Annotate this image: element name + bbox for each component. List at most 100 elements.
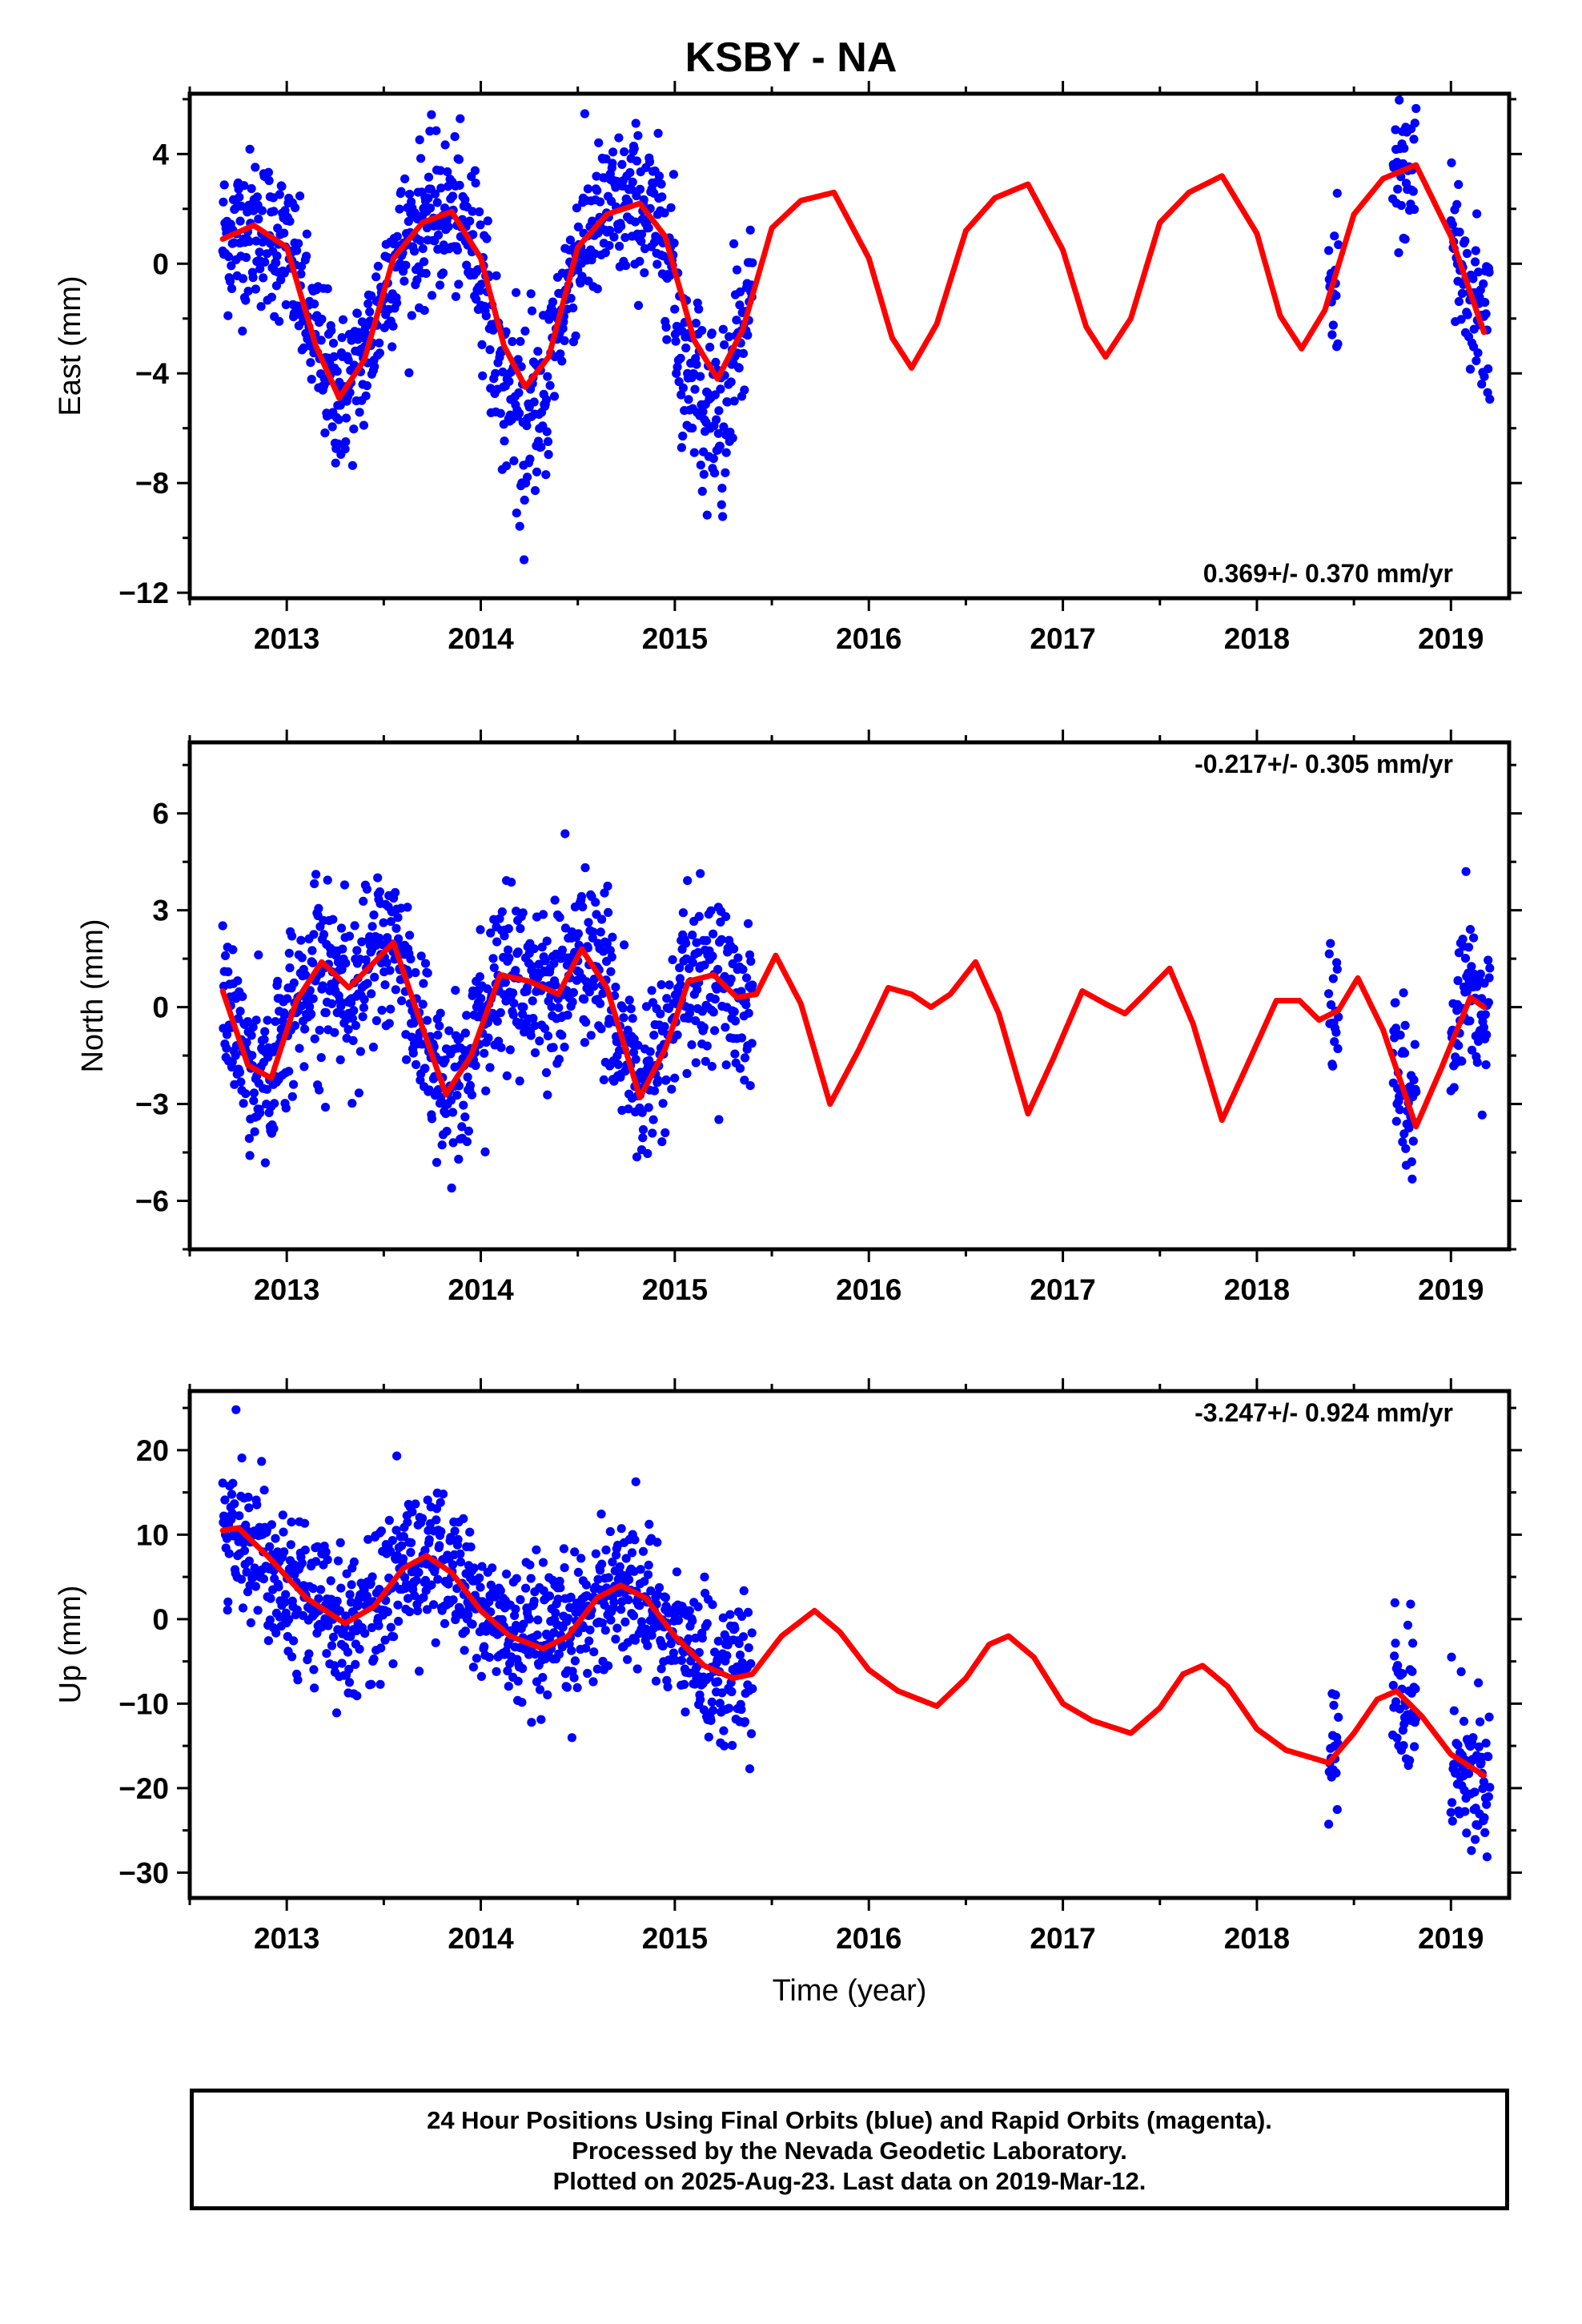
observation-point [335,1606,345,1615]
observation-point [1485,963,1495,973]
observation-point [438,1490,448,1499]
observation-point [584,918,593,927]
observation-point [222,1030,232,1039]
observation-point [415,1667,424,1676]
panel-north: 2013 2014 2015 2016 2017 2018 2019 −6 −3 0 3 6 North… [76,730,1522,1306]
observation-point [572,1683,582,1692]
observation-point [504,953,514,963]
observation-point [453,1534,463,1544]
observation-point [1331,1027,1341,1037]
observation-point [336,1583,346,1593]
observation-point [1446,1807,1456,1817]
observation-point [387,1536,397,1546]
observation-point [567,1646,576,1655]
observation-point [656,980,666,990]
observation-point [638,1546,648,1556]
observation-point [359,420,368,430]
observation-point [615,241,624,251]
observation-point [670,1073,680,1083]
observation-point [660,1022,669,1031]
observation-point [263,167,273,177]
observation-point [338,944,347,954]
observation-point [347,1580,356,1590]
observation-point [1391,998,1400,1007]
observation-point [573,222,584,231]
observation-point [486,928,496,938]
observation-point [526,289,536,299]
observation-point [658,1099,668,1108]
observation-point [475,1573,484,1582]
observation-point [359,995,369,1004]
observation-point [1480,1827,1490,1837]
observation-point [1405,1755,1415,1765]
observation-point [624,1595,633,1605]
observation-point [337,333,347,343]
observation-point [338,315,348,324]
observation-point [331,1708,342,1718]
observation-point [1471,246,1480,255]
observation-point [384,1019,394,1028]
observation-point [691,1633,701,1643]
observation-point [341,437,351,447]
observation-point [1481,309,1491,319]
observation-point [255,1108,265,1118]
observation-point [656,179,666,189]
observation-point [613,1059,623,1069]
observation-point [223,1597,233,1606]
observation-point [471,179,480,188]
observation-point [535,1036,544,1046]
observation-point [354,328,363,337]
observation-point [1410,204,1419,215]
observation-point [644,1055,654,1065]
observation-point [1391,71,1399,80]
observation-point [716,384,725,394]
observation-point [1395,95,1404,105]
observation-point [337,1659,347,1668]
observation-point [220,951,231,960]
observation-point [1481,1060,1491,1070]
observation-point [1485,394,1495,404]
observation-point [734,363,744,373]
observation-point [585,1625,595,1634]
observation-point [1472,356,1481,366]
observation-point [1326,939,1335,948]
observation-point [1471,1835,1480,1844]
x-tick-label: 2013 [254,1273,319,1306]
observation-point [471,1060,480,1071]
observation-point [320,428,330,438]
observation-point [644,157,655,167]
observation-point [300,1546,310,1555]
observation-point [603,881,612,891]
observation-point [704,1732,713,1742]
y-tick-label: −30 [118,1856,169,1889]
observation-point [714,1115,724,1124]
observation-point [725,1610,735,1619]
observation-point [678,431,688,441]
observation-point [447,1183,456,1193]
velocity-annotation: -3.247+/- 0.924 mm/yr [1195,1398,1453,1427]
observation-point [403,1518,412,1527]
observation-point [1459,1716,1469,1726]
observation-point [235,1068,245,1077]
observation-point [600,888,609,898]
observation-point [707,1697,717,1707]
observation-point [396,187,406,196]
observation-point [281,300,291,310]
observation-point [523,983,532,992]
observation-point [665,271,675,280]
observation-point [1401,1144,1411,1153]
observation-point [500,978,510,987]
observation-point [707,1062,717,1072]
observation-point [223,1606,232,1615]
observation-point [593,1574,603,1584]
observation-point [1328,974,1338,983]
observation-point [362,884,371,894]
observation-point [492,1016,502,1026]
observation-point [568,997,577,1007]
observation-point [563,1010,572,1020]
observation-point [718,324,728,334]
observation-point [721,1060,731,1070]
observation-point [606,967,616,976]
observation-point [380,1635,390,1645]
observation-point [688,931,697,940]
